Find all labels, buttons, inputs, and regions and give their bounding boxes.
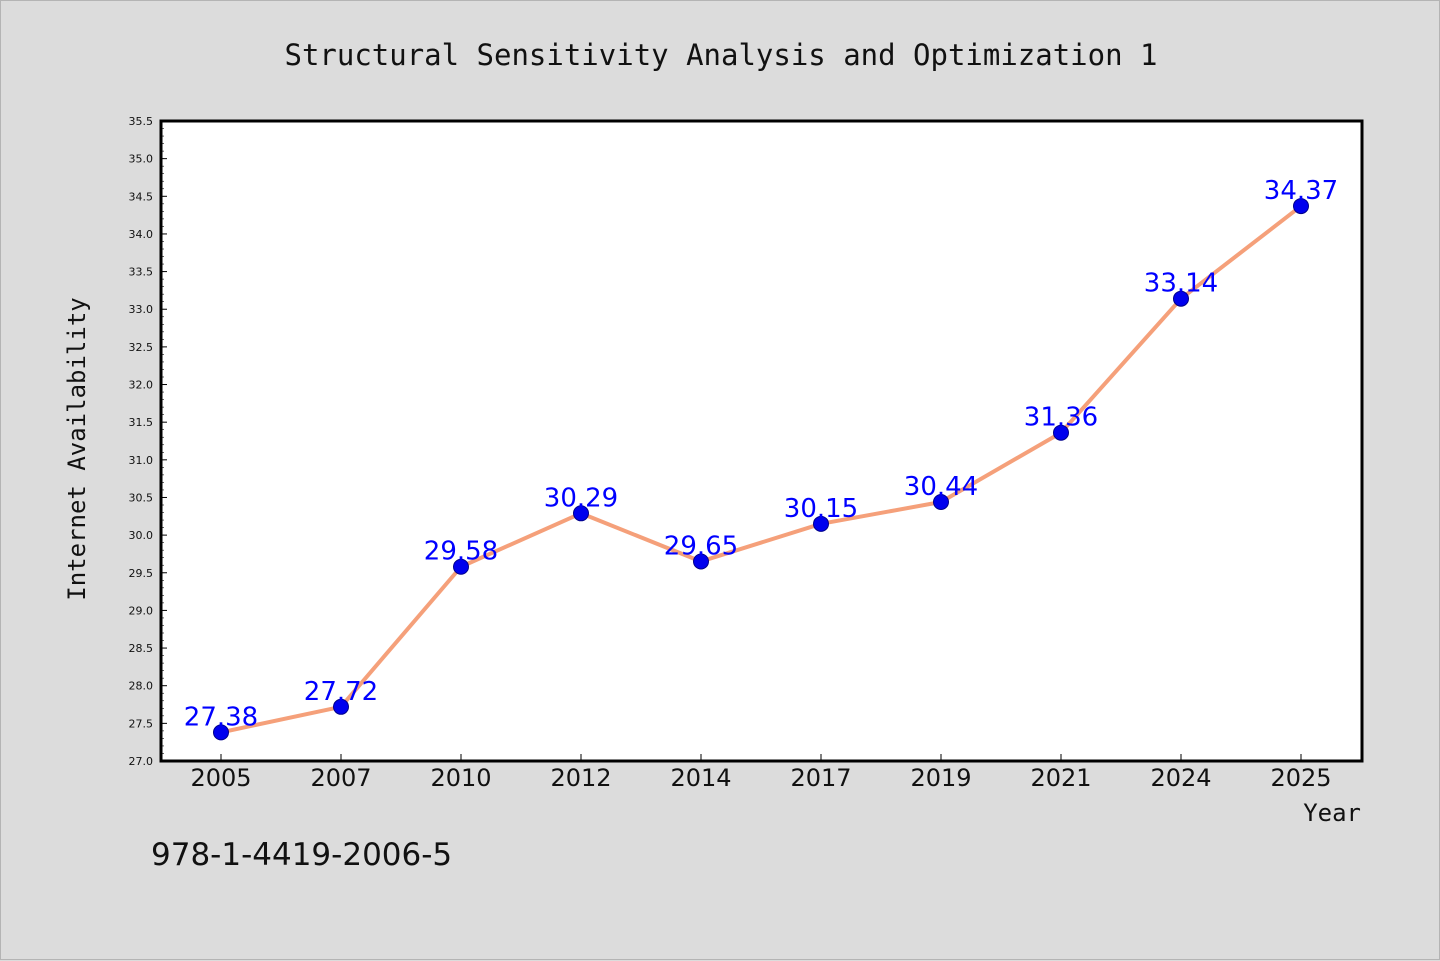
series-layer [213, 198, 1309, 741]
data-label: 29.58 [424, 537, 498, 567]
y-tick-label: 31.0 [129, 454, 154, 467]
x-tick-label: 2021 [1030, 764, 1091, 792]
data-label: 29.65 [664, 531, 738, 561]
y-tick-label: 30.0 [129, 529, 154, 542]
isbn-text: 978-1-4419-2006-5 [151, 837, 452, 873]
x-axis: 2005 2007 2010 2012 2014 2017 2019 2021 2024 2025 [190, 754, 1332, 792]
y-tick-label: 35.0 [129, 153, 154, 166]
data-label: 27.72 [304, 677, 378, 707]
y-axis-label: Internet Availability [63, 297, 91, 600]
data-point [333, 698, 349, 715]
data-labels: 27.38 27.72 29.58 30.29 29.65 30.15 30.44 31.36… [184, 176, 1338, 732]
x-tick-label: 2024 [1150, 764, 1211, 792]
data-label: 31.36 [1024, 403, 1098, 433]
y-tick-label: 35.5 [129, 115, 154, 128]
data-point [213, 724, 229, 741]
plot-area [159, 119, 1364, 763]
chart-title: Structural Sensitivity Analysis and Opti… [285, 38, 1158, 72]
x-tick-label: 2010 [430, 764, 491, 792]
data-label: 27.38 [184, 702, 258, 732]
data-label: 30.29 [544, 483, 618, 513]
y-tick-label: 33.0 [129, 303, 154, 316]
x-axis-label: Year [1303, 799, 1361, 827]
y-tick-label: 33.5 [129, 266, 154, 279]
y-tick-label: 30.5 [129, 491, 154, 504]
data-point [1293, 198, 1309, 215]
y-tick-label: 32.0 [129, 379, 154, 392]
data-point [693, 553, 709, 570]
y-tick-label: 27.0 [129, 755, 154, 768]
data-point [1173, 290, 1189, 307]
y-axis: 27.0 27.5 28.0 28.5 29.0 29.5 30.0 30.5 31.0 31.5… [129, 115, 167, 768]
data-label: 33.14 [1144, 269, 1218, 299]
y-tick-label: 34.5 [129, 190, 154, 203]
x-tick-label: 2012 [550, 764, 611, 792]
data-point [453, 558, 469, 575]
data-label: 30.15 [784, 494, 858, 524]
y-tick-label: 28.0 [129, 680, 154, 693]
x-tick-label: 2019 [910, 764, 971, 792]
y-tick-label: 32.5 [129, 341, 154, 354]
y-tick-label: 27.5 [129, 717, 154, 730]
data-point [813, 515, 829, 532]
data-point [933, 493, 949, 510]
data-point [573, 505, 589, 522]
data-label: 34.37 [1264, 176, 1338, 206]
x-tick-label: 2014 [670, 764, 731, 792]
x-tick-label: 2025 [1270, 764, 1331, 792]
y-tick-label: 31.5 [129, 416, 154, 429]
y-tick-label: 28.5 [129, 642, 154, 655]
y-tick-label: 34.0 [129, 228, 154, 241]
data-label: 30.44 [904, 472, 978, 502]
x-tick-label: 2017 [790, 764, 851, 792]
series-line [219, 204, 1303, 735]
x-tick-label: 2005 [190, 764, 251, 792]
y-tick-label: 29.0 [129, 604, 154, 617]
data-point [1053, 424, 1069, 441]
y-tick-label: 29.5 [129, 567, 154, 580]
x-tick-label: 2007 [310, 764, 371, 792]
